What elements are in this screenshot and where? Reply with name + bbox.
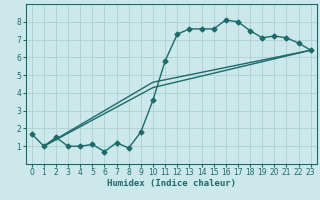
X-axis label: Humidex (Indice chaleur): Humidex (Indice chaleur)	[107, 179, 236, 188]
